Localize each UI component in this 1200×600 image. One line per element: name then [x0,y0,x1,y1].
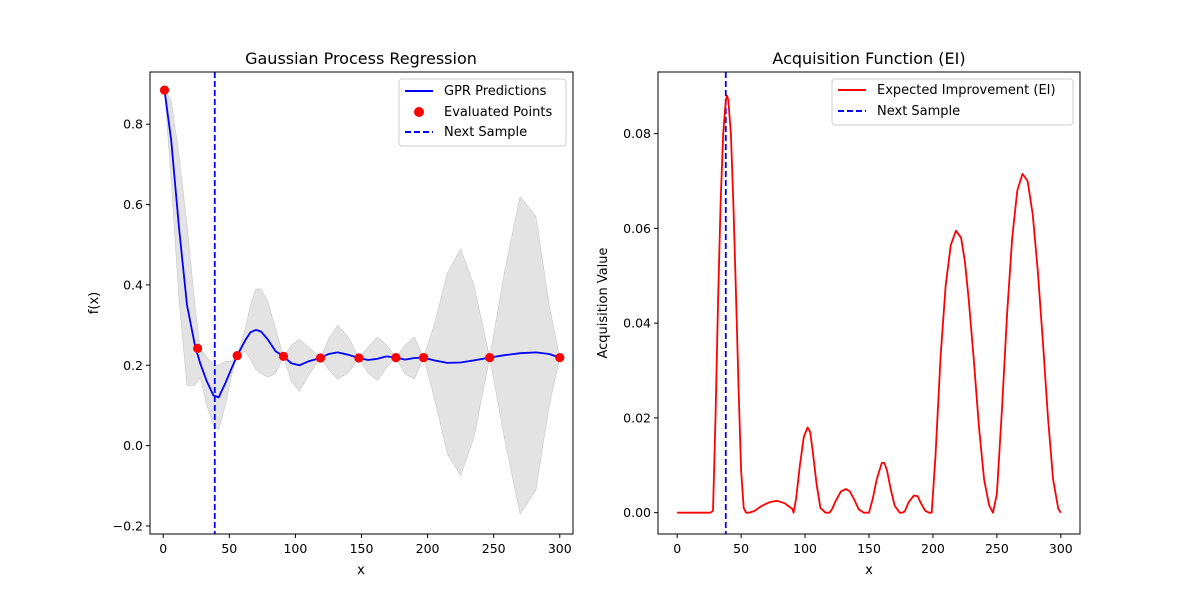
gpr-x-tick-label: 50 [221,541,237,556]
ei-legend-frame [831,78,1074,126]
evaluated-point [278,351,289,361]
ei-x-tick-label: 250 [985,541,1009,556]
evaluated-point [354,353,364,363]
gpr-legend-mean-label: GPR Predictions [444,84,547,99]
gpr-y-tick-label: −0.2 [113,518,143,533]
gpr-y-tick-label: 0.8 [123,117,143,132]
ei-x-tick-label: 200 [921,541,945,556]
evaluated-point [485,353,495,363]
ei-y-tick-label: 0.04 [623,316,651,331]
ei-curve-line [677,94,1062,514]
gpr-y-tick-label: 0.2 [123,358,143,373]
evaluated-point [193,343,203,353]
evaluated-point [419,353,429,363]
ei-legend-next-label: Next Sample [877,104,960,119]
evaluated-point [315,353,326,363]
ei-x-tick-label: 100 [793,541,817,556]
gpr-x-tick-label: 100 [283,541,307,556]
gpr-x-tick-label: 150 [350,541,374,556]
ei-panel: Acquisition Function (EI) 0 50 100 150 200 25… [596,49,1081,578]
evaluated-point [391,353,401,363]
evaluated-point [232,351,242,361]
ei-y-tick-label: 0.06 [623,221,651,236]
gpr-confidence-band [164,88,561,515]
ei-x-tick-label: 0 [673,541,681,556]
gpr-title: Gaussian Process Regression [245,49,477,68]
gpr-panel: Gaussian Process Regression 0 50 100 150 200… [87,49,574,578]
gpr-legend-frame [398,78,567,147]
gpr-plot-area [159,72,565,534]
gpr-mean-line [163,89,561,399]
evaluated-point [555,353,565,363]
gpr-x-tick-label: 300 [548,541,572,556]
gpr-y-tick-label: 0.6 [123,197,143,212]
gpr-legend-next-label: Next Sample [444,125,527,140]
gpr-legend-points-swatch [414,107,424,117]
gpr-x-tick-label: 0 [159,541,167,556]
ei-x-tick-label: 300 [1049,541,1073,556]
ei-plot-area [677,72,1062,534]
gpr-legend-points-label: Evaluated Points [444,105,552,120]
gpr-legend: GPR Predictions Evaluated Points Next Sa… [398,78,567,147]
gpr-y-tick-label: 0.0 [123,438,143,453]
ei-xlabel: x [865,563,873,578]
ei-legend-ei-label: Expected Improvement (EI) [877,83,1056,98]
gpr-x-tick-label: 250 [482,541,506,556]
ei-ylabel: Acquisition Value [596,247,611,358]
ei-title: Acquisition Function (EI) [772,49,965,68]
ei-legend: Expected Improvement (EI) Next Sample [831,78,1074,126]
gpr-xlabel: x [357,563,365,578]
ei-y-tick-label: 0.02 [623,410,651,425]
ei-axes-frame [657,71,1081,535]
evaluated-point [159,85,170,95]
ei-y-tick-label: 0.00 [623,505,651,520]
ei-x-tick-label: 150 [857,541,881,556]
gpr-ylabel: f(x) [87,292,102,314]
gpr-y-tick-label: 0.4 [123,277,143,292]
ei-x-tick-label: 50 [733,541,749,556]
gpr-x-tick-label: 200 [416,541,440,556]
ei-y-tick-label: 0.08 [623,126,651,141]
